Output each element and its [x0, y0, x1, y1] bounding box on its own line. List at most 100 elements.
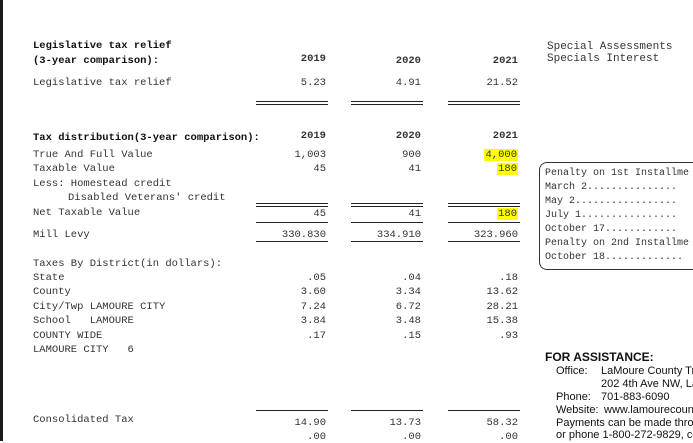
state-2019: .05	[307, 272, 326, 284]
rule	[256, 410, 328, 411]
penalty-line: March 2...............	[545, 182, 678, 193]
school-2019: 3.84	[300, 315, 326, 327]
district-label-lamoure-city: LAMOURE CITY 6	[33, 344, 134, 356]
rule	[351, 104, 423, 105]
mill-levy-2020: 334.910	[376, 229, 421, 241]
district-label-city: City/Twp LAMOURE CITY	[33, 301, 166, 313]
county-wide-2019: .17	[307, 330, 326, 342]
consolidated-sub-2019: .00	[307, 431, 326, 443]
office-line2: 202 4th Ave NW, La	[601, 378, 693, 390]
row-label-true-full-value: True And Full Value	[33, 149, 153, 161]
rule	[448, 203, 520, 204]
county-2019: 3.60	[300, 286, 326, 298]
distribution-year-2020: 2020	[395, 130, 421, 142]
net-taxable-value-2020: 41	[408, 208, 421, 220]
county-2020: 3.34	[395, 286, 421, 298]
rule	[351, 222, 423, 223]
specials-interest-label: Specials Interest	[547, 53, 660, 65]
special-assessments-label: Special Assessments	[547, 41, 673, 53]
website-label: Website:	[556, 404, 599, 416]
phone-value: 701-883-6090	[601, 391, 670, 403]
assistance-title: FOR ASSISTANCE:	[545, 350, 654, 364]
distribution-year-2021: 2021	[492, 130, 518, 142]
relief-value-2019: 5.23	[300, 77, 326, 89]
net-taxable-value-2019: 45	[313, 208, 326, 220]
consolidated-sub-2021: .00	[499, 431, 518, 443]
mill-levy-2019: 330.830	[281, 229, 326, 241]
relief-row-label: Legislative tax relief	[33, 77, 172, 89]
relief-value-2020: 4.91	[395, 77, 421, 89]
relief-year-2020: 2020	[395, 55, 421, 67]
true-full-value-2021: 4,000	[448, 149, 518, 161]
taxable-value-2019: 45	[313, 163, 326, 175]
rule	[448, 241, 520, 242]
true-full-value-2020: 900	[402, 149, 421, 161]
rule	[351, 241, 423, 242]
rule	[256, 241, 328, 242]
highlighted-value: 4,000	[484, 149, 518, 161]
rule	[448, 206, 520, 207]
row-label-homestead-credit: Less: Homestead credit	[33, 178, 172, 190]
rule	[448, 410, 520, 411]
consolidated-2021: 58.32	[486, 417, 518, 429]
penalty-line: July 1................	[545, 210, 678, 221]
relief-year-2019: 2019	[300, 53, 326, 65]
rule	[256, 104, 328, 105]
payments-line1: Payments can be made throu	[556, 417, 693, 429]
relief-value-2021: 21.52	[486, 77, 518, 89]
county-wide-2020: .15	[402, 330, 421, 342]
net-taxable-value-2021: 180	[448, 208, 518, 220]
penalty-line: Penalty on 2nd Installme	[545, 238, 690, 249]
city-2020: 6.72	[395, 301, 421, 313]
consolidated-label: Consolidated Tax	[33, 414, 134, 426]
penalty-line: October 18.............	[545, 252, 684, 263]
penalty-line: May 2.................	[545, 196, 678, 207]
highlighted-value: 180	[497, 208, 518, 220]
relief-year-2021: 2021	[492, 55, 518, 67]
rule	[351, 206, 423, 207]
consolidated-2020: 13.73	[389, 417, 421, 429]
row-label-disabled-veterans-credit: Disabled Veterans' credit	[68, 192, 226, 204]
consolidated-2019: 14.90	[294, 417, 326, 429]
rule	[448, 101, 520, 102]
rule	[256, 203, 328, 204]
relief-subtitle: (3-year comparison):	[33, 55, 160, 67]
office-line1: LaMoure County Tr	[601, 365, 693, 377]
rule	[256, 206, 328, 207]
row-label-mill-levy: Mill Levy	[33, 229, 90, 241]
rule	[351, 410, 423, 411]
district-label-county: County	[33, 286, 71, 298]
rule	[351, 101, 423, 102]
true-full-value-2019: 1,003	[294, 149, 326, 161]
city-2021: 28.21	[486, 301, 518, 313]
website-link[interactable]: www.lamourecount	[604, 404, 693, 416]
row-label-taxable-value: Taxable Value	[33, 163, 115, 175]
payments-line2: or phone 1-800-272-9829, co	[556, 429, 693, 441]
rule	[448, 222, 520, 223]
county-2021: 13.62	[486, 286, 518, 298]
office-label: Office:	[556, 365, 588, 377]
rule	[351, 203, 423, 204]
taxable-value-2020: 41	[408, 163, 421, 175]
city-2019: 7.24	[300, 301, 326, 313]
state-2021: .18	[499, 272, 518, 284]
state-2020: .04	[402, 272, 421, 284]
taxable-value-2021: 180	[448, 163, 518, 175]
relief-title: Legislative tax relief	[33, 40, 172, 52]
district-label-school: School LAMOURE	[33, 315, 134, 327]
phone-label: Phone:	[556, 391, 591, 403]
district-title: Taxes By District(in dollars):	[33, 258, 223, 270]
consolidated-sub-2020: .00	[402, 431, 421, 443]
district-label-state: State	[33, 272, 65, 284]
rule	[448, 104, 520, 105]
penalty-line: Penalty on 1st Installme	[545, 168, 690, 179]
page-left-edge	[0, 0, 3, 441]
highlighted-value: 180	[497, 163, 518, 175]
penalty-line: October 17............	[545, 224, 678, 235]
county-wide-2021: .93	[499, 330, 518, 342]
school-2020: 3.48	[395, 315, 421, 327]
school-2021: 15.38	[486, 315, 518, 327]
mill-levy-2021: 323.960	[473, 229, 518, 241]
district-label-county-wide: COUNTY WIDE	[33, 330, 103, 342]
distribution-year-2019: 2019	[300, 130, 326, 142]
